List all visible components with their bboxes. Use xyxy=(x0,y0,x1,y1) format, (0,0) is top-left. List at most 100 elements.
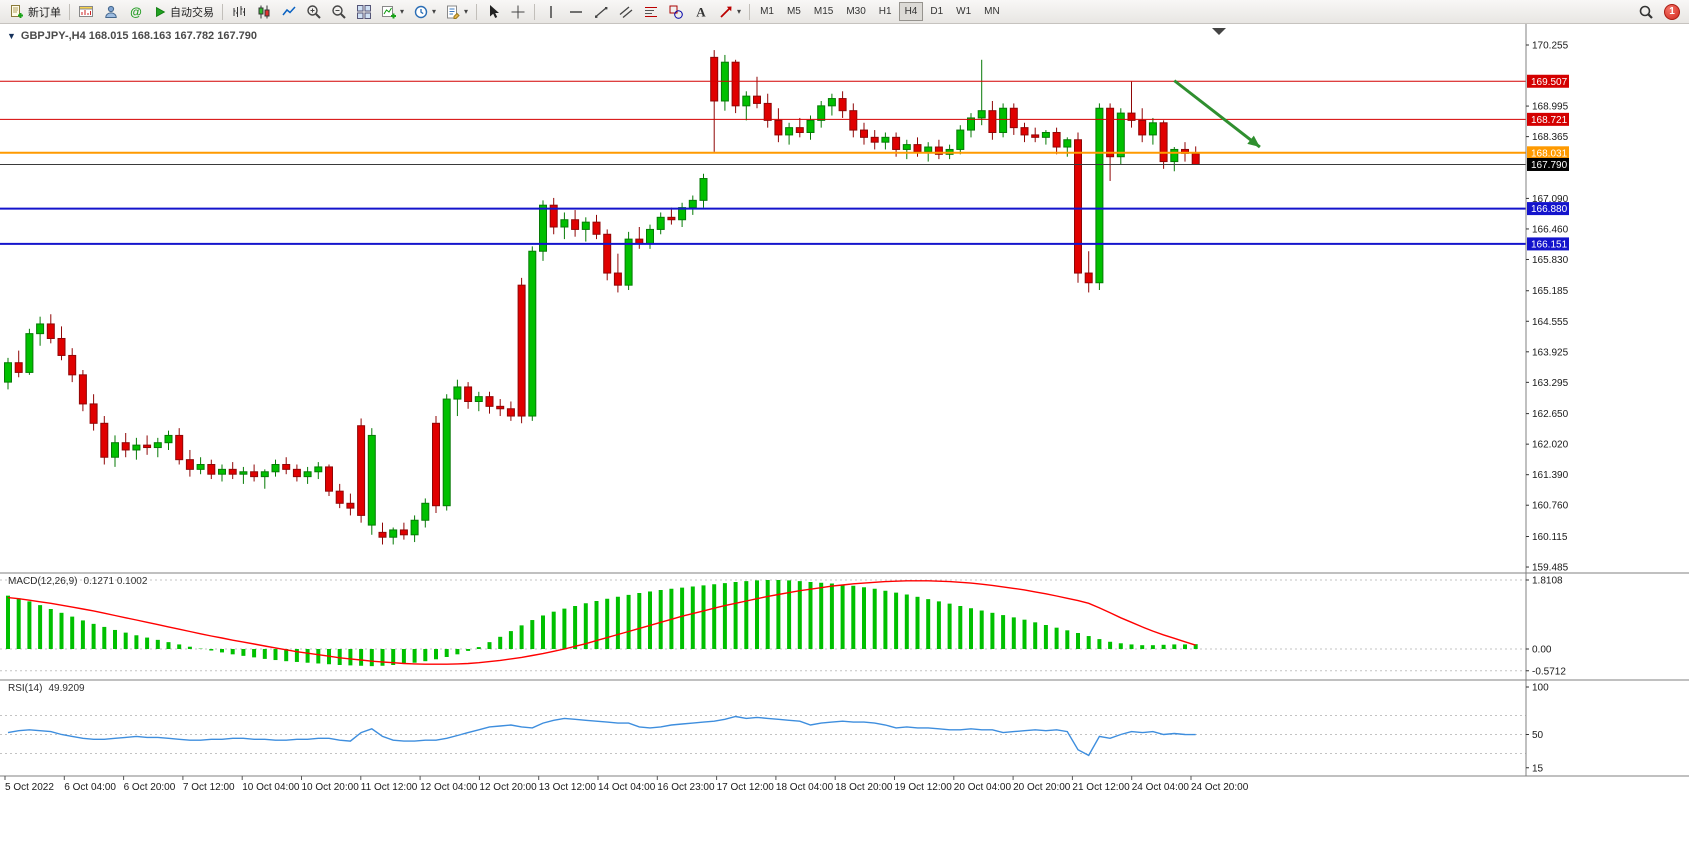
svg-text:20 Oct 20:00: 20 Oct 20:00 xyxy=(1013,782,1071,793)
price-label-chip: 166.151 xyxy=(1527,237,1569,251)
channel-button[interactable] xyxy=(614,1,638,22)
macd-name: MACD(12,26,9) xyxy=(8,576,78,587)
svg-text:12 Oct 04:00: 12 Oct 04:00 xyxy=(420,782,478,793)
candlestick-chart-button[interactable] xyxy=(252,1,276,22)
tile-windows-button[interactable] xyxy=(352,1,376,22)
price-label-chip: 168.721 xyxy=(1527,112,1569,126)
price-chart-canvas[interactable]: 170.255 168.995 168.365 167.090 166.460 165.8… xyxy=(0,24,1689,862)
svg-text:12 Oct 20:00: 12 Oct 20:00 xyxy=(479,782,537,793)
crosshair-button[interactable] xyxy=(506,1,530,22)
fibonacci-icon xyxy=(645,6,658,17)
mql5-community-button[interactable]: @ xyxy=(124,1,148,22)
vertical-line-button[interactable] xyxy=(539,1,563,22)
autotrade-button[interactable]: 自动交易 xyxy=(149,1,218,22)
clock-icon xyxy=(414,5,428,18)
notification-badge[interactable]: 1 xyxy=(1664,3,1680,20)
price-label-chip: 166.880 xyxy=(1527,202,1569,216)
time-axis[interactable]: 5 Oct 2022 6 Oct 04:00 6 Oct 20:00 7 Oct 12… xyxy=(4,776,1249,793)
periods-button[interactable]: ▾ xyxy=(409,1,440,22)
svg-text:162.020: 162.020 xyxy=(1532,440,1569,451)
timeframe-w1[interactable]: W1 xyxy=(950,2,977,21)
rsi-value: 49.9209 xyxy=(48,683,85,694)
zoom-out-icon xyxy=(332,4,346,19)
profile-button[interactable] xyxy=(99,1,123,22)
fibonacci-button[interactable] xyxy=(639,1,663,22)
trendline-button[interactable] xyxy=(589,1,613,22)
svg-text:168.995: 168.995 xyxy=(1532,102,1569,113)
zoom-in-button[interactable] xyxy=(302,1,326,22)
line-chart-button[interactable] xyxy=(277,1,301,22)
autotrade-label: 自动交易 xyxy=(170,6,214,19)
svg-text:159.485: 159.485 xyxy=(1532,563,1569,574)
text-button[interactable]: A xyxy=(689,1,713,22)
macd-histogram xyxy=(6,580,1198,667)
new-chart-button[interactable] xyxy=(74,1,98,22)
svg-text:165.830: 165.830 xyxy=(1532,255,1569,266)
svg-text:17 Oct 12:00: 17 Oct 12:00 xyxy=(717,782,775,793)
svg-text:166.151: 166.151 xyxy=(1531,239,1568,250)
new-order-button[interactable]: 新订单 xyxy=(5,1,65,22)
zoom-out-button[interactable] xyxy=(327,1,351,22)
svg-text:10 Oct 04:00: 10 Oct 04:00 xyxy=(242,782,300,793)
shapes-button[interactable] xyxy=(664,1,688,22)
toolbar-separator xyxy=(222,3,223,20)
svg-text:160.760: 160.760 xyxy=(1532,501,1569,512)
svg-text:7 Oct 12:00: 7 Oct 12:00 xyxy=(183,782,235,793)
horizontal-line-button[interactable] xyxy=(564,1,588,22)
indicator-level-lines xyxy=(0,579,1526,754)
chevron-down-icon: ▾ xyxy=(737,6,742,16)
horizontal-lines[interactable] xyxy=(0,80,1526,245)
candlestick-chart-icon xyxy=(258,5,270,18)
svg-text:6 Oct 20:00: 6 Oct 20:00 xyxy=(124,782,176,793)
indicators-button[interactable]: ▾ xyxy=(377,1,408,22)
chart-window-icon xyxy=(79,5,93,17)
timeframe-mn[interactable]: MN xyxy=(978,2,1006,21)
text-tool-icon: A xyxy=(696,4,706,19)
svg-text:18 Oct 04:00: 18 Oct 04:00 xyxy=(776,782,834,793)
cursor-icon xyxy=(490,4,500,18)
rsi-name: RSI(14) xyxy=(8,683,43,694)
trendline-icon xyxy=(595,6,608,18)
arrows-button[interactable]: ▾ xyxy=(714,1,745,22)
price-label-chip: 167.790 xyxy=(1527,157,1569,171)
timeframe-m30[interactable]: M30 xyxy=(840,2,871,21)
timeframe-m15[interactable]: M15 xyxy=(808,2,839,21)
crosshair-icon xyxy=(511,5,525,18)
svg-text:162.650: 162.650 xyxy=(1532,409,1569,420)
bar-chart-icon xyxy=(233,5,245,17)
symbol-header: ▼ GBPJPY-,H4 168.015 168.163 167.782 167… xyxy=(7,30,257,42)
svg-text:168.365: 168.365 xyxy=(1532,132,1569,143)
timeframe-d1[interactable]: D1 xyxy=(924,2,949,21)
trend-arrow-annotation[interactable] xyxy=(1173,79,1261,149)
rsi-indicator-label: RSI(14) 49.9209 xyxy=(8,683,85,694)
line-chart-icon xyxy=(282,5,296,15)
one-click-trading-toggle[interactable]: ▼ xyxy=(7,30,16,41)
price-axis[interactable]: 170.255 168.995 168.365 167.090 166.460 165.8… xyxy=(1526,41,1569,775)
chart-shift-marker[interactable] xyxy=(1212,28,1226,35)
svg-text:15: 15 xyxy=(1532,763,1544,774)
svg-text:168.721: 168.721 xyxy=(1531,115,1568,126)
macd-signal-line xyxy=(7,580,1196,665)
bar-chart-button[interactable] xyxy=(227,1,251,22)
svg-text:19 Oct 12:00: 19 Oct 12:00 xyxy=(895,782,953,793)
svg-text:-0.5712: -0.5712 xyxy=(1532,666,1566,677)
svg-text:13 Oct 12:00: 13 Oct 12:00 xyxy=(539,782,597,793)
search-button[interactable] xyxy=(1634,1,1658,22)
svg-text:168.031: 168.031 xyxy=(1531,148,1568,159)
timeframe-h1[interactable]: H1 xyxy=(873,2,898,21)
timeframe-m5[interactable]: M5 xyxy=(781,2,807,21)
timeframe-h4[interactable]: H4 xyxy=(898,2,924,21)
timeframe-m1[interactable]: M1 xyxy=(754,2,780,21)
chart-window[interactable]: 170.255 168.995 168.365 167.090 166.460 165.8… xyxy=(0,24,1689,862)
search-icon xyxy=(1639,5,1653,19)
svg-text:5 Oct 2022: 5 Oct 2022 xyxy=(5,782,54,793)
cursor-button[interactable] xyxy=(481,1,505,22)
svg-text:24 Oct 04:00: 24 Oct 04:00 xyxy=(1132,782,1190,793)
svg-text:166.460: 166.460 xyxy=(1532,224,1569,235)
svg-text:18 Oct 20:00: 18 Oct 20:00 xyxy=(835,782,893,793)
rsi-line xyxy=(7,715,1196,757)
indicators-icon xyxy=(382,5,396,18)
toolbar-separator xyxy=(476,3,478,20)
templates-button[interactable]: ▾ xyxy=(441,1,472,22)
macd-indicator-label: MACD(12,26,9) 0.1271 0.1002 xyxy=(8,576,147,587)
